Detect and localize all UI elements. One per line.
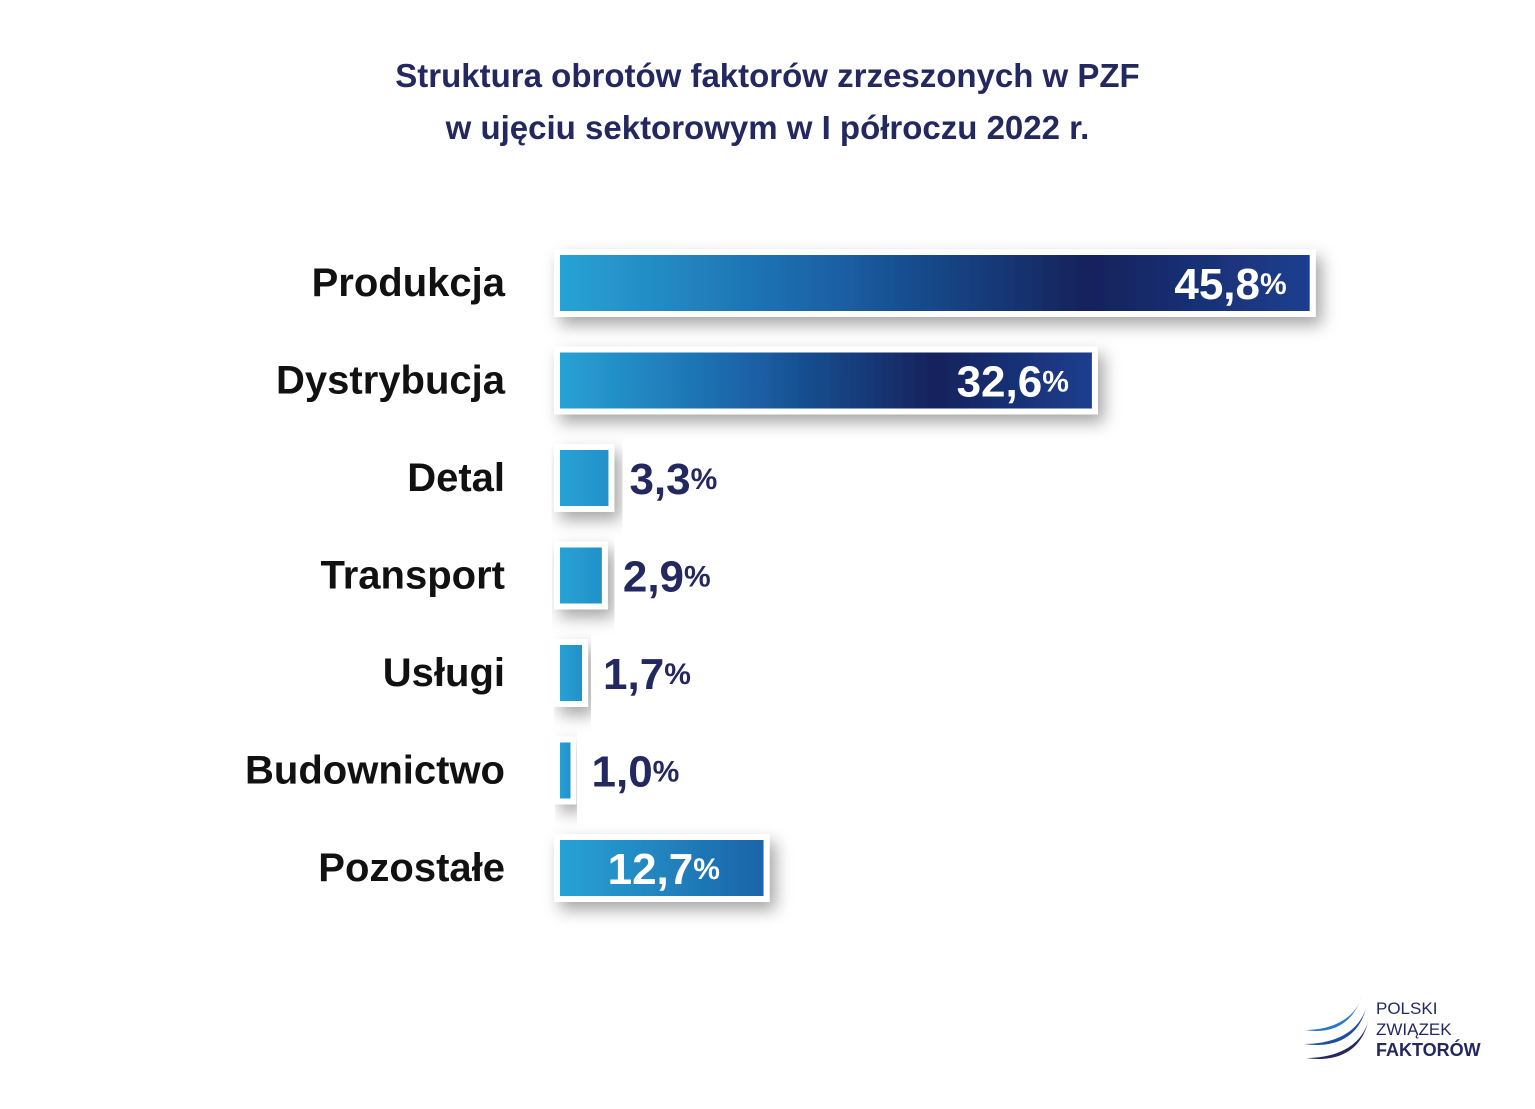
value-label-4: 1,7% xyxy=(603,650,691,699)
value-unit-4: % xyxy=(664,658,691,691)
value-label-3: 2,9% xyxy=(623,552,711,601)
bar-5 xyxy=(554,736,577,805)
bar-1 xyxy=(554,346,1098,415)
pzf-logo: POLSKI ZWIĄZEK FAKTORÓW xyxy=(1300,990,1500,1070)
value-number-1: 32,6 xyxy=(957,357,1043,406)
bar-4 xyxy=(554,639,589,707)
value-label-6: 12,7% xyxy=(608,845,720,894)
value-unit-1: % xyxy=(1042,365,1069,398)
category-label-6: Pozostałe xyxy=(318,846,505,890)
category-label-0: Produkcja xyxy=(312,261,506,305)
value-unit-3: % xyxy=(684,560,711,593)
category-label-5: Budownictwo xyxy=(245,749,505,793)
logo-line-3: FAKTORÓW xyxy=(1376,1040,1481,1060)
value-number-4: 1,7 xyxy=(603,650,664,699)
logo-line-2: ZWIĄZEK xyxy=(1376,1020,1452,1039)
category-label-3: Transport xyxy=(321,554,505,598)
value-label-0: 45,8% xyxy=(1174,260,1286,309)
value-number-3: 2,9 xyxy=(623,552,684,601)
category-label-2: Detal xyxy=(407,456,505,500)
logo-line-1: POLSKI xyxy=(1376,999,1438,1018)
logo-text: POLSKI ZWIĄZEK FAKTORÓW xyxy=(1376,998,1481,1061)
bar-6 xyxy=(554,834,770,902)
value-number-0: 45,8 xyxy=(1174,260,1260,309)
category-label-4: Usługi xyxy=(383,651,505,695)
pzf-wave-logo-icon xyxy=(1304,996,1368,1059)
value-label-5: 1,0% xyxy=(592,747,680,796)
value-number-6: 12,7 xyxy=(608,845,694,894)
chart-title-line-2: w ujęciu sektorowym w I półroczu 2022 r. xyxy=(445,109,1090,146)
value-number-5: 1,0 xyxy=(592,747,653,796)
value-unit-0: % xyxy=(1260,268,1287,301)
value-number-2: 3,3 xyxy=(629,455,690,504)
value-label-1: 32,6% xyxy=(957,357,1069,406)
value-label-2: 3,3% xyxy=(629,455,717,504)
bar-0 xyxy=(554,249,1316,317)
chart-title: Struktura obrotów faktorów zrzeszonych w… xyxy=(0,50,1535,154)
bar-3 xyxy=(554,541,608,610)
value-unit-6: % xyxy=(693,853,720,886)
chart-title-line-1: Struktura obrotów faktorów zrzeszonych w… xyxy=(395,57,1140,94)
value-unit-5: % xyxy=(653,755,680,788)
category-label-1: Dystrybucja xyxy=(276,359,506,403)
bar-2 xyxy=(554,444,615,512)
value-unit-2: % xyxy=(691,463,718,496)
